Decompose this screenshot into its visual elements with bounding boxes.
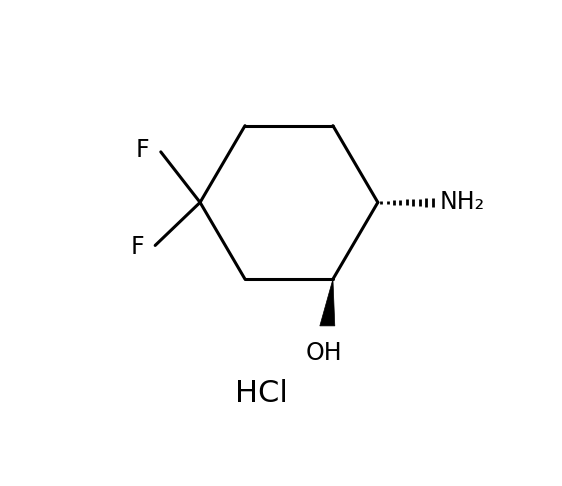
Text: F: F: [130, 235, 144, 260]
Text: F: F: [136, 138, 149, 162]
Text: NH₂: NH₂: [439, 191, 484, 214]
Polygon shape: [320, 279, 335, 326]
Text: OH: OH: [305, 341, 342, 365]
Text: HCl: HCl: [235, 379, 288, 408]
